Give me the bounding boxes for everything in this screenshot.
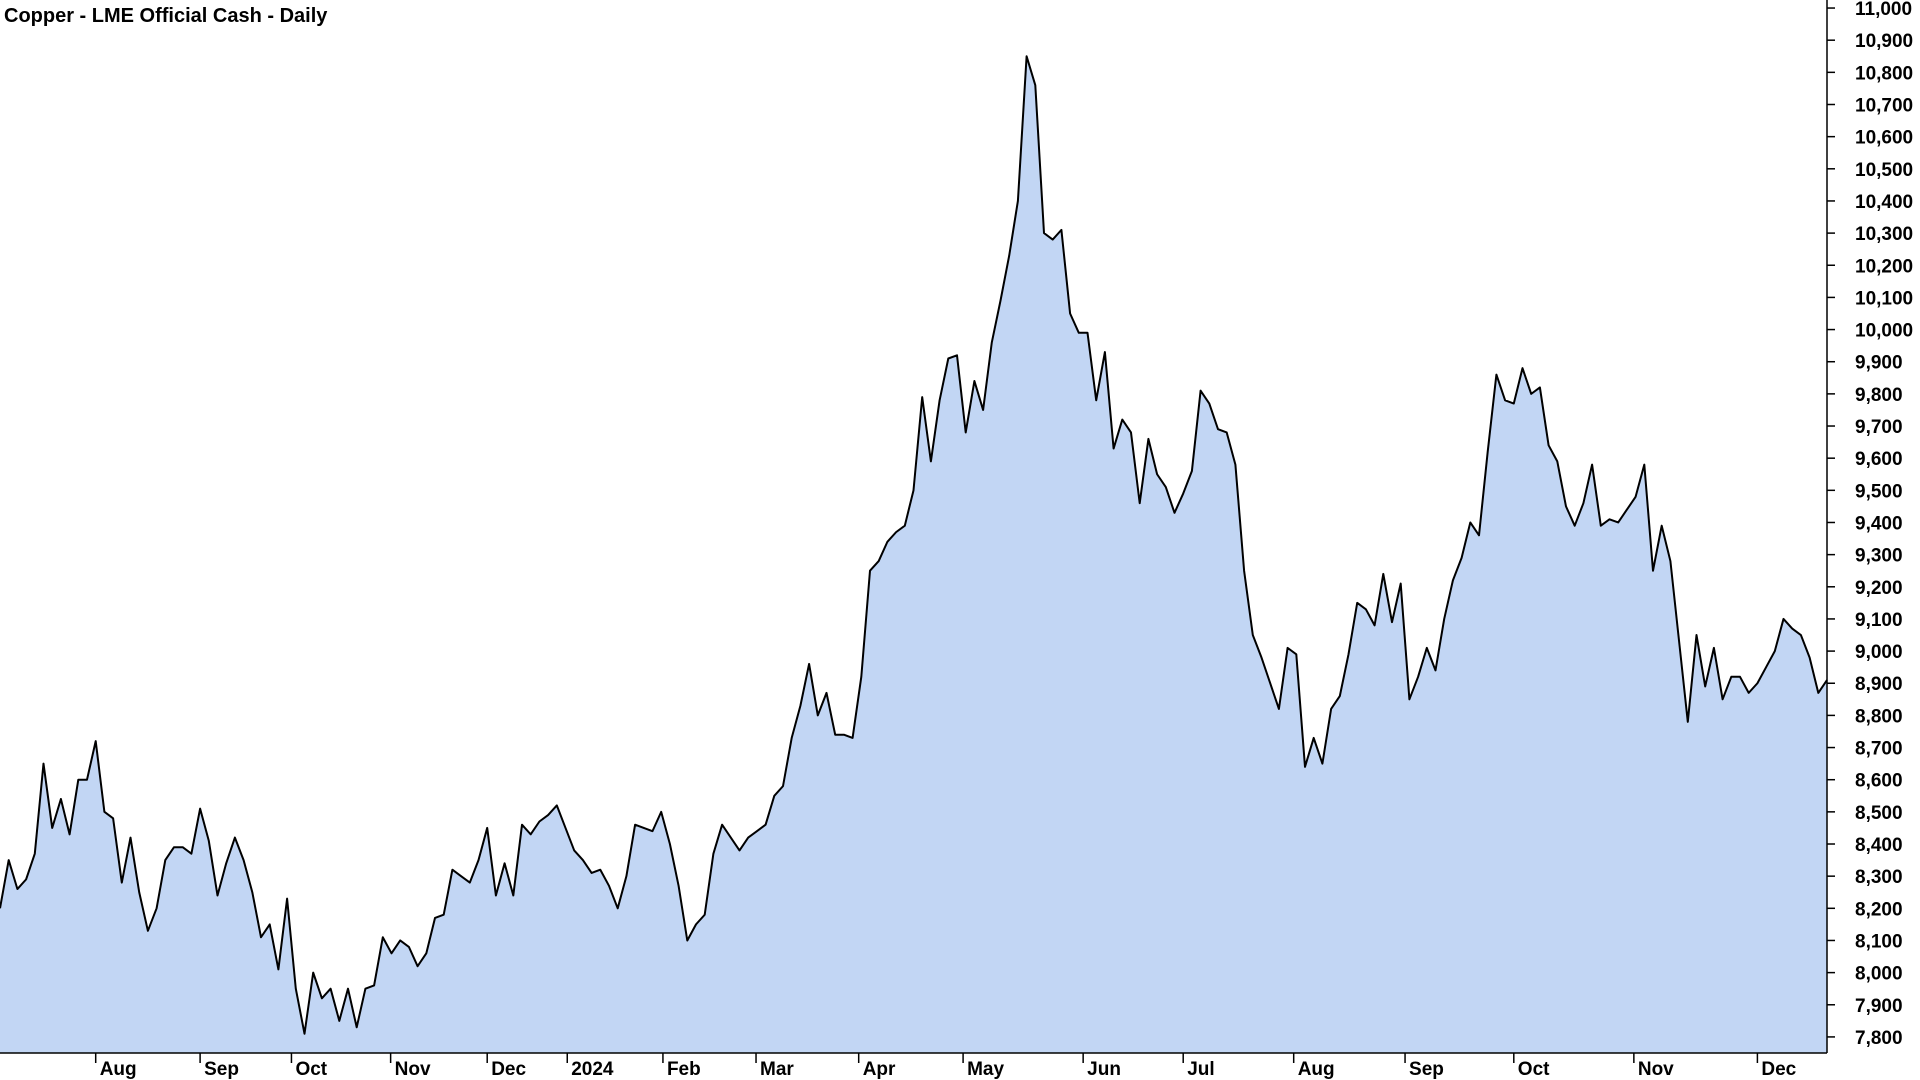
chart-title: Copper - LME Official Cash - Daily [4,5,328,27]
y-tick-label: 10,400 [1855,192,1913,213]
y-tick-label: 9,000 [1855,642,1903,663]
y-tick-label: 8,400 [1855,835,1903,856]
x-tick-label: Sep [1409,1059,1444,1080]
y-tick-label: 10,900 [1855,31,1913,52]
plot-area [0,55,1828,1053]
y-tick-label: 10,600 [1855,128,1913,149]
area-fill [0,56,1827,1053]
x-tick-label: Oct [295,1059,327,1080]
y-tick-label: 7,800 [1855,1028,1903,1049]
y-tick-label: 7,900 [1855,996,1903,1017]
y-tick-label: 8,700 [1855,739,1903,760]
y-tick-label: 8,500 [1855,803,1903,824]
x-tick-label: Nov [1638,1059,1674,1080]
y-tick-label: 10,000 [1855,321,1913,342]
y-tick-label: 8,100 [1855,931,1903,952]
y-tick-label: 11,000 [1855,0,1912,20]
y-tick-label: 9,700 [1855,417,1903,438]
x-tick-label: Dec [1761,1059,1796,1080]
x-tick-label: May [967,1059,1004,1080]
x-tick-label: Sep [204,1059,239,1080]
y-tick-label: 10,800 [1855,63,1913,84]
y-tick-label: 8,600 [1855,771,1903,792]
y-tick-label: 10,300 [1855,224,1913,245]
y-tick-label: 9,400 [1855,513,1903,534]
x-tick-label: Oct [1518,1059,1550,1080]
x-tick-label: Mar [760,1059,794,1080]
y-tick-label: 8,200 [1855,899,1903,920]
x-tick-label: Nov [395,1059,431,1080]
y-tick-label: 10,200 [1855,256,1913,277]
y-tick-label: 8,300 [1855,867,1903,888]
y-tick-label: 9,800 [1855,385,1903,406]
x-tick-label: Feb [667,1059,701,1080]
y-tick-label: 9,300 [1855,546,1903,567]
y-tick-label: 9,200 [1855,578,1903,599]
y-tick-label: 10,500 [1855,160,1913,181]
x-tick-label: 2024 [571,1059,614,1080]
y-tick-label: 10,700 [1855,95,1913,116]
price-line [0,55,1828,1035]
y-tick-label: 8,900 [1855,674,1903,695]
y-tick-label: 8,800 [1855,706,1903,727]
y-tick-label: 9,500 [1855,481,1903,502]
y-tick-label: 9,900 [1855,353,1903,374]
y-tick-label: 10,100 [1855,288,1913,309]
y-tick-label: 8,000 [1855,964,1903,985]
x-tick-label: Dec [491,1059,526,1080]
x-tick-label: Aug [100,1059,137,1080]
x-tick-label: Jun [1087,1059,1121,1080]
y-tick-label: 9,100 [1855,610,1903,631]
x-tick-label: Apr [863,1059,896,1080]
x-tick-label: Jul [1187,1059,1214,1080]
x-tick-label: Aug [1298,1059,1335,1080]
y-tick-label: 9,600 [1855,449,1903,470]
